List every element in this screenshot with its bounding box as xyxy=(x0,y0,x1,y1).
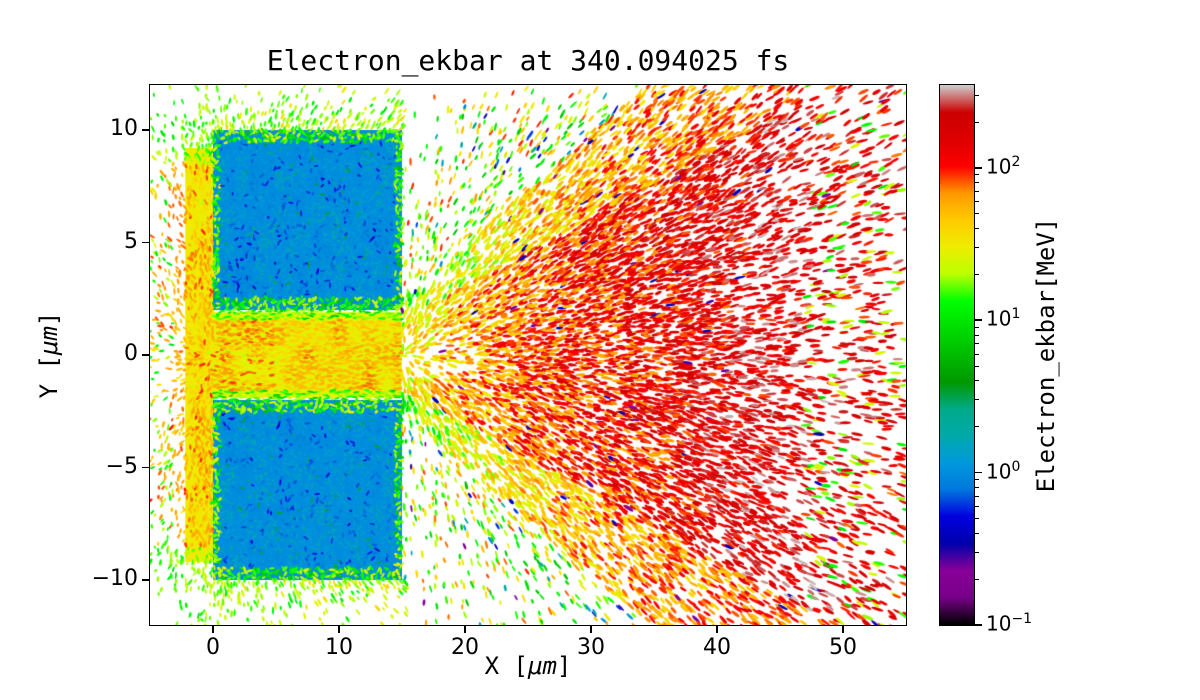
colorbar-minor-tick xyxy=(975,532,979,534)
colorbar-minor-tick xyxy=(975,191,979,192)
colorbar-minor-tick xyxy=(975,273,979,275)
colorbar-minor-tick xyxy=(975,121,979,123)
colorbar-tick xyxy=(975,471,982,474)
colorbar-tick-label: 101 xyxy=(986,306,1021,331)
x-axis-tick xyxy=(842,626,844,633)
colorbar-minor-tick xyxy=(975,486,979,488)
y-axis-tick xyxy=(142,354,149,356)
x-axis-tick-label: 40 xyxy=(703,635,731,660)
colorbar-tick-label: 102 xyxy=(986,153,1021,179)
y-axis-label-unit: μm xyxy=(35,326,63,355)
colorbar-minor-tick xyxy=(975,517,979,519)
plot-title: Electron_ekbar at 340.094025 fs xyxy=(266,44,790,77)
colorbar-minor-tick xyxy=(975,551,979,553)
colorbar-canvas xyxy=(940,85,974,625)
colorbar-label-text: Electron_ekbar[MeV] xyxy=(1032,217,1060,493)
colorbar-tick-label: 100 xyxy=(986,458,1021,484)
y-axis-tick-label: −5 xyxy=(105,453,138,479)
x-axis-tick-label: 20 xyxy=(451,635,479,660)
x-axis-tick xyxy=(212,626,214,633)
colorbar-minor-tick xyxy=(975,182,979,184)
colorbar-minor-tick xyxy=(975,578,979,580)
colorbar-minor-tick xyxy=(975,334,979,336)
y-axis-tick xyxy=(142,129,149,131)
colorbar-minor-tick xyxy=(975,213,979,215)
colorbar-minor-tick xyxy=(975,343,979,345)
x-axis-tick xyxy=(716,626,718,633)
x-axis-tick xyxy=(464,626,466,633)
y-axis-label-suffix: ] xyxy=(35,311,63,327)
colorbar-minor-tick xyxy=(975,479,979,481)
colorbar-tick-exponent: −1 xyxy=(1011,611,1033,627)
x-axis-label-unit: μm xyxy=(528,652,557,680)
x-axis-label-suffix: ] xyxy=(556,652,572,680)
colorbar-minor-tick xyxy=(975,247,979,249)
y-axis-tick-label: 10 xyxy=(110,116,138,141)
x-axis-tick-label: 10 xyxy=(325,635,353,660)
colorbar-tick xyxy=(975,319,982,322)
colorbar-tick xyxy=(975,624,982,626)
colorbar-minor-tick xyxy=(975,201,979,203)
colorbar-minor-tick xyxy=(975,353,979,355)
colorbar-label: Electron_ekbar[MeV] xyxy=(1018,85,1074,625)
colorbar-minor-tick xyxy=(975,365,979,367)
colorbar-minor-tick xyxy=(975,505,979,507)
x-axis-tick-label: 0 xyxy=(206,635,220,660)
x-axis-tick xyxy=(590,626,592,633)
y-axis-tick-label: 0 xyxy=(124,341,138,366)
x-axis-label-prefix: X [ xyxy=(484,652,528,680)
colorbar-minor-tick xyxy=(975,174,979,176)
colorbar-minor-tick xyxy=(975,399,979,401)
colorbar-minor-tick xyxy=(975,380,979,382)
colorbar-tick xyxy=(975,167,982,169)
y-axis-tick xyxy=(142,466,149,469)
x-axis-tick xyxy=(338,626,340,633)
x-axis-tick-label: 30 xyxy=(577,635,605,660)
colorbar-tick-label: 10−1 xyxy=(986,611,1033,636)
x-axis-tick-label: 50 xyxy=(829,635,857,660)
heatmap-canvas xyxy=(150,85,906,625)
y-axis-label-prefix: Y [ xyxy=(35,355,63,399)
y-axis-tick-label: 5 xyxy=(124,228,138,254)
colorbar-minor-tick xyxy=(975,426,979,428)
y-axis-tick xyxy=(142,241,149,244)
y-axis-tick-label: −10 xyxy=(91,566,138,591)
colorbar-minor-tick xyxy=(975,94,979,96)
x-axis-label: X [μm] xyxy=(150,652,906,680)
colorbar-tick-exponent: 2 xyxy=(1011,153,1021,170)
colorbar-tick-exponent: 0 xyxy=(1011,458,1021,475)
y-axis-label: Y [μm] xyxy=(26,85,72,625)
colorbar-tick-exponent: 1 xyxy=(1011,306,1021,323)
colorbar-minor-tick xyxy=(975,326,979,328)
y-axis-tick xyxy=(142,579,149,581)
colorbar-minor-tick xyxy=(975,495,979,497)
colorbar-minor-tick xyxy=(975,228,979,230)
